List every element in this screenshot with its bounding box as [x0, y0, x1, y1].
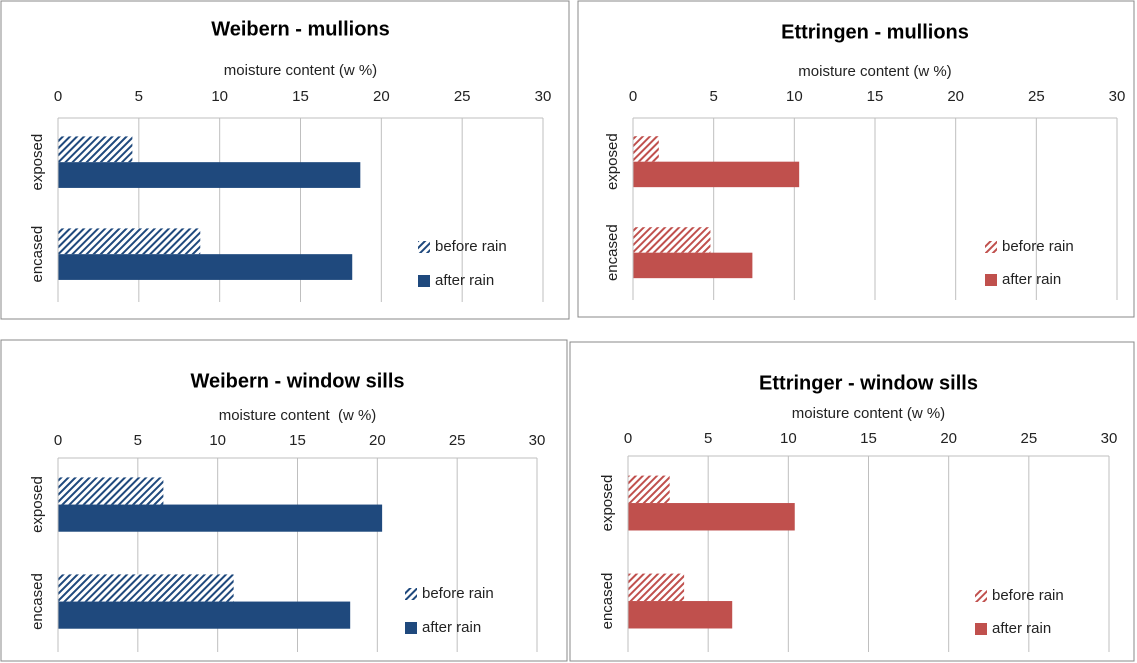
x-axis-label: moisture content (w %) [798, 63, 951, 80]
legend-label: after rain [1002, 271, 1061, 288]
x-tick-label: 10 [209, 432, 226, 449]
x-tick-label: 20 [947, 88, 964, 105]
x-tick-label: 20 [373, 88, 390, 105]
x-tick-label: 0 [54, 88, 62, 105]
chart-title: Weibern - mullions [211, 18, 390, 40]
x-tick-label: 0 [54, 432, 62, 449]
x-tick-label: 20 [369, 432, 386, 449]
chart-title: Weibern - window sills [190, 370, 404, 392]
x-tick-label: 30 [1101, 430, 1118, 447]
bar [58, 504, 383, 532]
x-tick-label: 20 [940, 430, 957, 447]
x-tick-label: 10 [786, 88, 803, 105]
bar [58, 228, 201, 255]
legend-swatch [405, 622, 417, 634]
bar [58, 477, 164, 505]
x-axis-label: moisture content (w %) [792, 405, 945, 422]
x-tick-label: 15 [292, 88, 309, 105]
legend-swatch [418, 241, 430, 253]
legend-swatch [975, 623, 987, 635]
legend-swatch [405, 588, 417, 600]
chart-title: Ettringer - window sills [759, 372, 978, 394]
legend-label: after rain [422, 619, 481, 636]
legend-label: before rain [992, 587, 1064, 604]
chart-title: Ettringen - mullions [781, 21, 969, 43]
x-tick-label: 5 [704, 430, 712, 447]
bar [628, 573, 685, 602]
bar [58, 574, 234, 602]
x-tick-label: 25 [1020, 430, 1037, 447]
bar [58, 162, 361, 188]
x-tick-label: 25 [449, 432, 466, 449]
x-tick-label: 15 [289, 432, 306, 449]
bar [628, 503, 795, 531]
legend-label: after rain [435, 272, 494, 289]
x-axis-label: moisture content (w %) [219, 407, 377, 424]
legend-swatch [975, 590, 987, 602]
bar [633, 161, 800, 188]
y-tick-label: exposed [29, 134, 46, 191]
bar [58, 601, 351, 629]
y-tick-label: encased [29, 573, 46, 630]
x-tick-label: 5 [134, 432, 142, 449]
y-tick-label: encased [29, 226, 46, 283]
legend-swatch [418, 275, 430, 287]
y-tick-label: encased [604, 224, 621, 281]
bar [58, 254, 353, 280]
x-tick-label: 25 [1028, 88, 1045, 105]
bar [633, 252, 753, 279]
x-tick-label: 10 [780, 430, 797, 447]
x-tick-label: 15 [860, 430, 877, 447]
legend-label: before rain [1002, 238, 1074, 255]
x-tick-label: 25 [454, 88, 471, 105]
legend-label: before rain [435, 238, 507, 255]
y-tick-label: exposed [29, 476, 46, 533]
x-tick-label: 15 [867, 88, 884, 105]
y-tick-label: exposed [599, 475, 616, 532]
legend-label: after rain [992, 620, 1051, 637]
bar [58, 136, 133, 163]
bar [633, 136, 659, 162]
legend-label: before rain [422, 585, 494, 602]
x-tick-label: 5 [709, 88, 717, 105]
x-tick-label: 30 [529, 432, 546, 449]
x-tick-label: 5 [135, 88, 143, 105]
bar [628, 475, 670, 504]
legend-swatch [985, 274, 997, 286]
x-tick-label: 0 [629, 88, 637, 105]
bar [633, 227, 711, 253]
x-tick-label: 0 [624, 430, 632, 447]
legend-swatch [985, 241, 997, 253]
x-axis-label: moisture content (w %) [224, 62, 377, 79]
x-tick-label: 30 [535, 88, 552, 105]
bar [628, 601, 733, 629]
x-tick-label: 30 [1109, 88, 1126, 105]
y-tick-label: exposed [604, 133, 621, 190]
x-tick-label: 10 [211, 88, 228, 105]
y-tick-label: encased [599, 573, 616, 630]
